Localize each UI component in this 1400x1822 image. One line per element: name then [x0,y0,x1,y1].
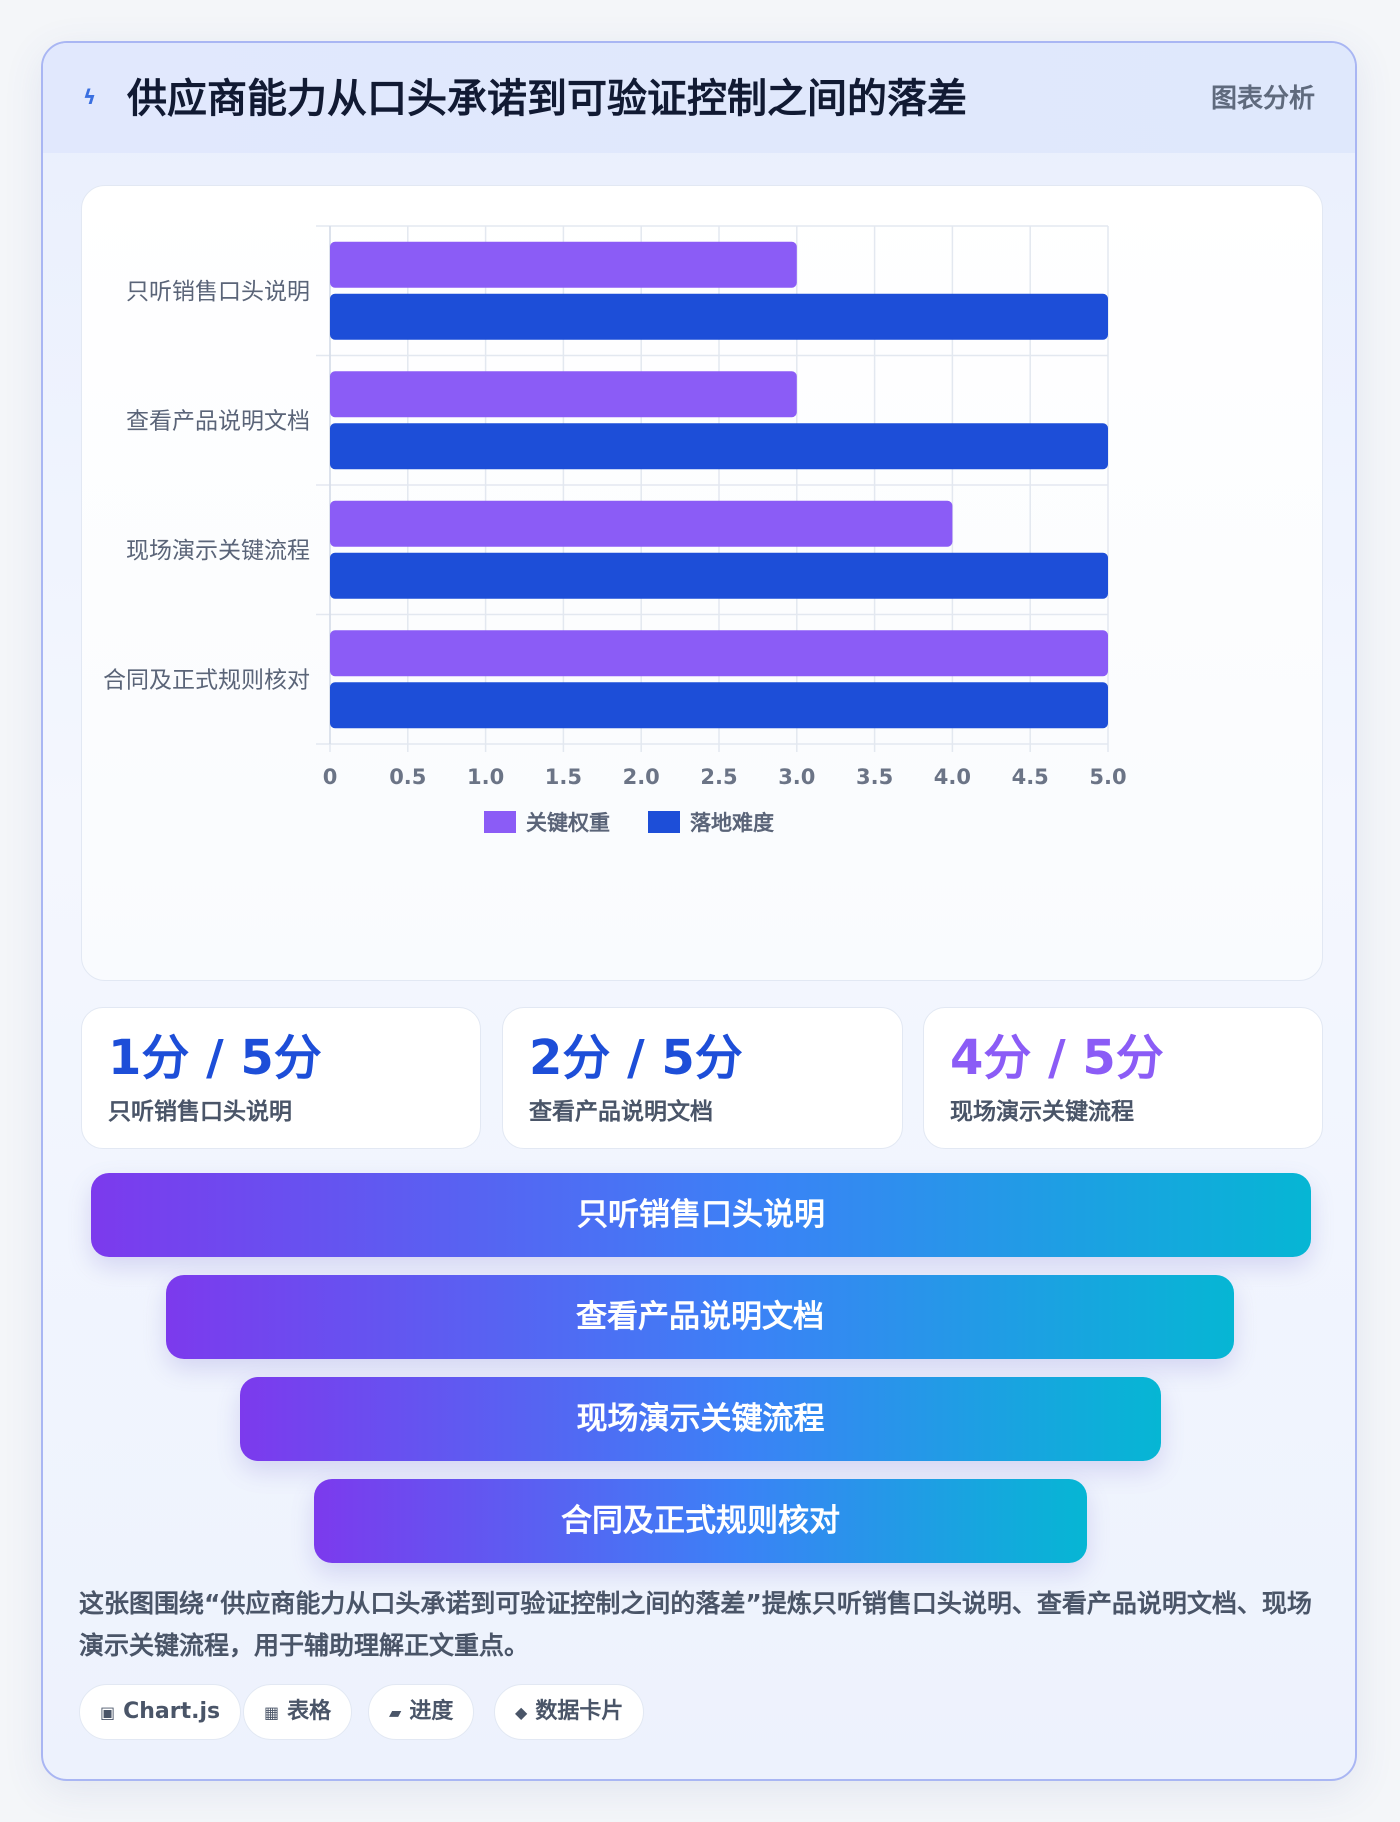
x-tick-label: 0 [323,765,338,789]
chart-panel: 0 0.5 1.0 1.5 2.0 2.5 3.0 3.5 4.0 4.5 5.0 只听销售口头说明查… [81,185,1323,981]
y-category-label: 只听销售口头说明 [126,279,310,305]
x-tick-label: 1.5 [545,765,582,789]
bar-difficulty [330,682,1108,729]
legend-swatch [484,811,516,833]
tag-label: Chart.js [123,1699,221,1724]
kpi-label: 查看产品说明文档 [529,1099,713,1125]
y-category-label: 查看产品说明文档 [126,408,310,434]
kpi-value: 2分 / 5分 [529,1030,743,1086]
legend-swatch [648,811,680,833]
bar-weight [330,371,797,418]
x-tick-label: 2.5 [700,765,737,789]
x-tick-label: 3.0 [778,765,815,789]
bar-difficulty [330,293,1108,340]
tag-label: 表格 [287,1699,332,1724]
kpi-value: 1分 / 5分 [108,1030,322,1086]
y-category-label: 合同及正式规则核对 [103,667,310,693]
x-tick-label: 5.0 [1089,765,1126,789]
x-tick-label: 4.5 [1012,765,1049,789]
chart-card: ϟ 供应商能力从口头承诺到可验证控制之间的落差 图表分析 0 0.5 1.0 1.5 2… [41,41,1357,1781]
tag-chartjs[interactable]: ▣ Chart.js [79,1684,242,1740]
bar-difficulty [330,552,1108,599]
kpi-card-3: 4分 / 5分 现场演示关键流程 [923,1007,1323,1149]
tag-label: 进度 [409,1699,454,1724]
kpi-label: 现场演示关键流程 [950,1099,1134,1125]
tag-table[interactable]: ▦ 表格 [243,1684,353,1740]
tag-label: 数据卡片 [535,1699,624,1724]
chart-description: 这张图围绕“供应商能力从口头承诺到可验证控制之间的落差”提炼只听销售口头说明、查… [79,1589,1312,1660]
bar-weight [330,241,797,288]
page-title: 供应商能力从口头承诺到可验证控制之间的落差 [127,76,967,122]
legend-label: 关键权重 [526,811,610,835]
bar-weight [330,630,1108,677]
kpi-card-2: 2分 / 5分 查看产品说明文档 [502,1007,903,1149]
legend-label: 落地难度 [690,811,774,835]
diamond-icon: ◆ [515,1703,528,1722]
tag-data-card[interactable]: ◆ 数据卡片 [494,1684,645,1740]
x-tick-label: 4.0 [934,765,971,789]
y-category-label: 现场演示关键流程 [126,538,310,564]
x-tick-label: 0.5 [389,765,426,789]
bar-difficulty [330,423,1108,470]
x-tick-label: 2.0 [623,765,660,789]
funnel-step-1: 只听销售口头说明 [91,1173,1311,1257]
bolt-icon: ϟ [83,85,97,109]
funnel-step-2: 查看产品说明文档 [166,1275,1234,1359]
progress-icon: ▰ [389,1703,402,1722]
kpi-label: 只听销售口头说明 [108,1099,292,1125]
card-header: ϟ 供应商能力从口头承诺到可验证控制之间的落差 图表分析 [43,43,1355,153]
x-tick-label: 1.0 [467,765,504,789]
funnel-step-4: 合同及正式规则核对 [314,1479,1087,1563]
bar-chart: 0 0.5 1.0 1.5 2.0 2.5 3.0 3.5 4.0 4.5 5.0 只听销售口头说明查… [103,225,1127,835]
table-icon: ▦ [264,1703,280,1722]
bar-weight [330,500,953,547]
chart-box-icon: ▣ [100,1703,116,1722]
kpi-card-1: 1分 / 5分 只听销售口头说明 [81,1007,481,1149]
tag-progress[interactable]: ▰ 进度 [368,1684,475,1740]
chart-analysis-tag: 图表分析 [1210,84,1315,114]
kpi-value: 4分 / 5分 [950,1030,1164,1086]
x-tick-label: 3.5 [856,765,893,789]
funnel-step-3: 现场演示关键流程 [240,1377,1161,1461]
